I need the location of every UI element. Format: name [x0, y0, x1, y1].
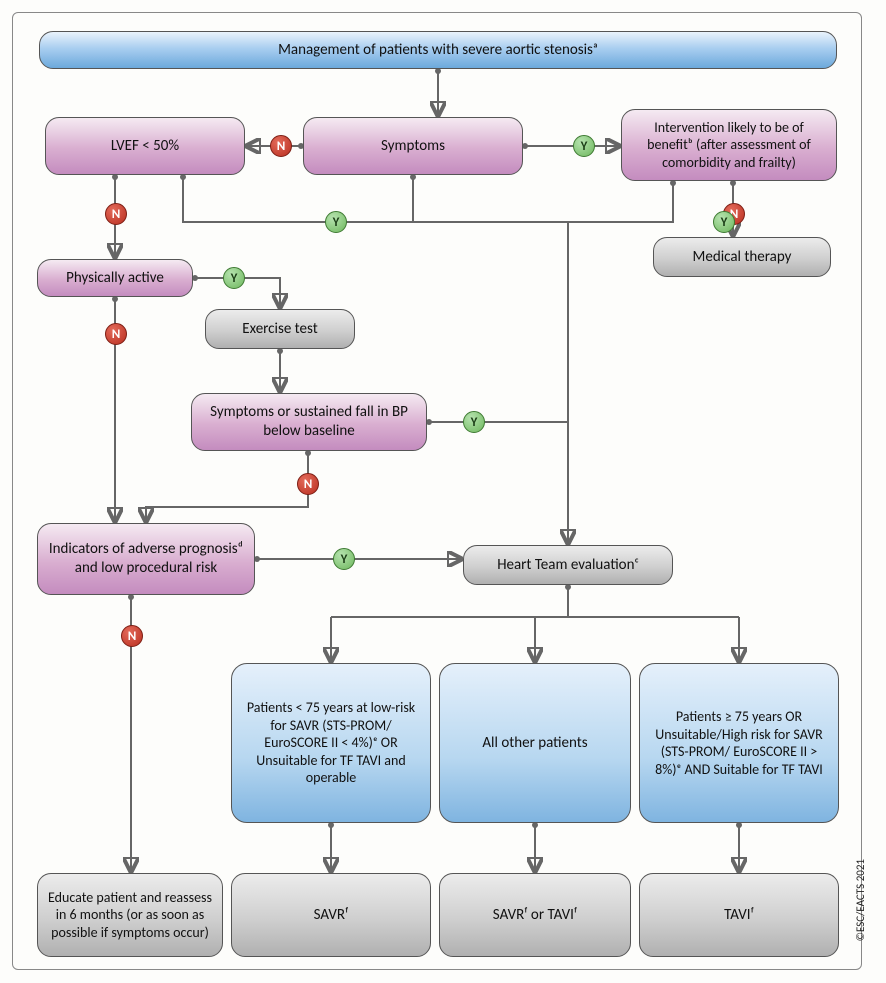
tavi-label: TAVIᶠ — [724, 906, 754, 925]
title-node: Management of patients with severe aorti… — [39, 31, 837, 69]
savrtavi-node: SAVRᶠ or TAVIᶠ — [439, 873, 631, 957]
flowchart-frame: Management of patients with severe aorti… — [12, 12, 862, 970]
symptoms-label: Symptoms — [381, 137, 445, 156]
medtherapy-node: Medical therapy — [653, 237, 831, 277]
group-low-label: Patients < 75 years at low-risk for SAVR… — [242, 699, 420, 787]
physact-node: Physically active — [37, 259, 193, 297]
badge-n-icon: N — [270, 135, 292, 157]
lvef-node: LVEF < 50% — [45, 117, 245, 175]
adverse-label: Indicators of adverse prognosisᵈ and low… — [48, 540, 244, 578]
badge-n-icon: N — [105, 323, 127, 345]
heartteam-label: Heart Team evaluationᶜ — [497, 556, 639, 575]
savrtavi-label: SAVRᶠ or TAVIᶠ — [493, 906, 577, 925]
exercise-label: Exercise test — [242, 320, 317, 339]
tavi-node: TAVIᶠ — [639, 873, 839, 957]
exercise-node: Exercise test — [205, 309, 355, 349]
savr-node: SAVRᶠ — [231, 873, 431, 957]
lvef-label: LVEF < 50% — [111, 137, 179, 156]
group-mid-label: All other patients — [482, 734, 587, 753]
educate-node: Educate patient and reassess in 6 months… — [37, 873, 223, 957]
benefit-node: Intervention likely to be of benefitᵇ (a… — [621, 109, 837, 181]
benefit-label: Intervention likely to be of benefitᵇ (a… — [632, 119, 826, 172]
savr-label: SAVRᶠ — [314, 906, 349, 925]
group-high-node: Patients ≥ 75 years OR Unsuitable/High r… — [639, 663, 839, 823]
badge-y-icon: Y — [333, 548, 355, 570]
badge-y-icon: Y — [713, 211, 735, 233]
badge-n-icon: N — [297, 473, 319, 495]
badge-n-icon: N — [121, 625, 143, 647]
title-label: Management of patients with severe aorti… — [278, 41, 598, 60]
bpfall-node: Symptoms or sustained fall in BP below b… — [191, 393, 427, 451]
adverse-node: Indicators of adverse prognosisᵈ and low… — [37, 523, 255, 595]
physact-label: Physically active — [66, 269, 164, 288]
badge-n-icon: N — [105, 203, 127, 225]
group-mid-node: All other patients — [439, 663, 631, 823]
badge-y-icon: Y — [573, 135, 595, 157]
heartteam-node: Heart Team evaluationᶜ — [463, 545, 673, 585]
badge-y-icon: Y — [223, 267, 245, 289]
group-high-label: Patients ≥ 75 years OR Unsuitable/High r… — [650, 708, 828, 778]
badge-y-icon: Y — [463, 411, 485, 433]
bpfall-label: Symptoms or sustained fall in BP below b… — [202, 403, 416, 441]
group-low-node: Patients < 75 years at low-risk for SAVR… — [231, 663, 431, 823]
copyright-text: ©ESC/EACTS 2021 — [854, 859, 867, 941]
medtherapy-label: Medical therapy — [693, 248, 792, 267]
symptoms-node: Symptoms — [303, 117, 523, 175]
educate-label: Educate patient and reassess in 6 months… — [48, 889, 212, 942]
badge-y-icon: Y — [325, 211, 347, 233]
